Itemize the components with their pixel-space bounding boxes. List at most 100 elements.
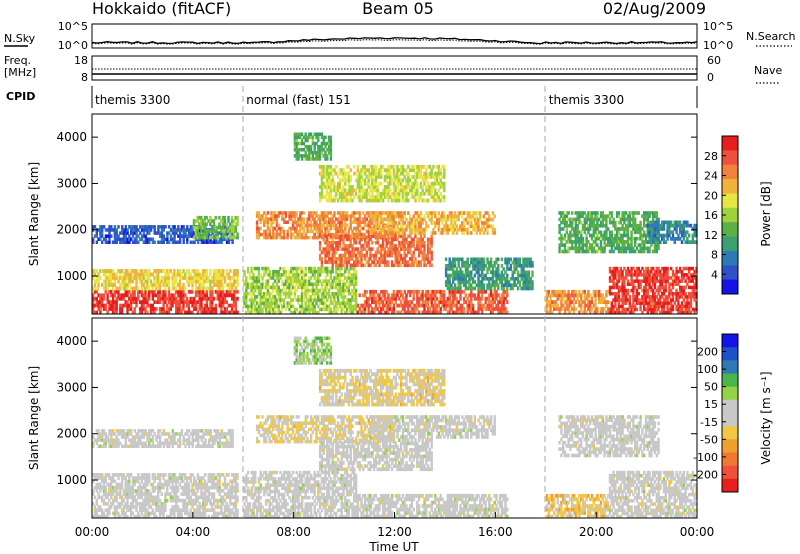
heatmap-cell <box>234 215 237 220</box>
heatmap-cell <box>273 235 277 240</box>
heatmap-cell <box>470 300 473 304</box>
heatmap-cell <box>252 298 255 302</box>
heatmap-cell <box>466 214 469 219</box>
heatmap-cell <box>439 181 442 186</box>
heatmap-cell <box>376 175 379 179</box>
heatmap-cell <box>614 236 617 241</box>
heatmap-cell <box>345 257 349 261</box>
heatmap-cell <box>389 231 392 235</box>
heatmap-cell <box>408 221 412 225</box>
heatmap-cell <box>589 217 592 222</box>
heatmap-cell <box>475 214 478 219</box>
heatmap-cell <box>220 286 223 291</box>
heatmap-cell <box>608 233 612 238</box>
heatmap-cell <box>462 260 466 265</box>
heatmap-cell <box>569 310 572 315</box>
heatmap-cell <box>594 243 597 247</box>
heatmap-cell <box>189 276 192 280</box>
heatmap-cell <box>144 293 147 298</box>
heatmap-cell <box>390 164 394 169</box>
heatmap-cell <box>477 286 480 291</box>
heatmap-cell <box>322 266 325 271</box>
heatmap-cell <box>104 272 107 277</box>
heatmap-cell <box>297 141 300 146</box>
heatmap-cell <box>157 300 160 304</box>
heatmap-cell <box>268 292 271 296</box>
heatmap-cell <box>617 249 621 254</box>
heatmap-cell <box>385 188 388 193</box>
heatmap-cell <box>342 282 345 286</box>
heatmap-cell <box>211 225 214 230</box>
heatmap-cell <box>223 296 227 301</box>
heatmap-cell <box>342 234 345 238</box>
heatmap-cell <box>486 296 489 301</box>
heatmap-cell <box>428 263 432 268</box>
heatmap-cell <box>381 247 385 251</box>
heatmap-cell <box>594 211 597 215</box>
heatmap-cell <box>284 307 288 312</box>
heatmap-cell <box>126 228 129 232</box>
heatmap-cell <box>446 277 450 281</box>
heatmap-cell <box>347 298 351 302</box>
heatmap-cell <box>106 240 109 244</box>
heatmap-cell <box>342 191 345 196</box>
heatmap-cell <box>306 229 309 234</box>
heatmap-cell <box>320 148 324 152</box>
heatmap-cell <box>399 303 403 308</box>
heatmap-cell <box>193 303 196 308</box>
heatmap-cell <box>587 300 590 304</box>
heatmap-cell <box>525 283 529 287</box>
heatmap-cell <box>223 232 227 237</box>
heatmap-cell <box>227 293 230 298</box>
heatmap-cell <box>583 227 586 231</box>
heatmap-cell <box>443 168 446 173</box>
heatmap-cell <box>178 279 181 284</box>
heatmap-cell <box>581 240 585 244</box>
heatmap-cell <box>439 300 442 304</box>
heatmap-cell <box>452 296 455 301</box>
heatmap-cell <box>194 303 198 308</box>
heatmap-cell <box>425 224 428 229</box>
heatmap-cell <box>416 303 419 308</box>
heatmap-cell <box>491 303 495 308</box>
heatmap-cell <box>464 260 468 265</box>
heatmap-cell <box>218 225 221 230</box>
heatmap-cell <box>423 303 426 308</box>
heatmap-cell <box>268 229 271 234</box>
heatmap-cell <box>416 168 419 173</box>
heatmap-cell <box>329 198 333 203</box>
heatmap-cell <box>128 283 131 287</box>
heatmap-cell <box>353 214 356 218</box>
heatmap-cell <box>211 289 214 294</box>
heatmap-cell <box>304 144 307 149</box>
heatmap-cell <box>157 289 160 294</box>
heatmap-cell <box>392 247 396 251</box>
heatmap-cell <box>318 298 322 302</box>
heatmap-cell <box>425 296 428 301</box>
heatmap-cell <box>148 237 151 241</box>
heatmap-cell <box>212 276 216 280</box>
heatmap-cell <box>209 215 212 220</box>
heatmap-cell <box>363 214 367 218</box>
heatmap-cell <box>558 217 561 222</box>
heatmap-cell <box>300 266 304 271</box>
heatmap-cell <box>313 304 316 309</box>
heatmap-cell <box>498 296 502 301</box>
heatmap-cell <box>426 185 430 189</box>
heatmap-cell <box>443 188 446 193</box>
heatmap-cell <box>574 307 577 311</box>
heatmap-cell <box>378 226 381 231</box>
heatmap-cell <box>259 307 262 312</box>
heatmap-cell <box>477 267 480 271</box>
heatmap-cell <box>596 224 599 228</box>
heatmap-cell <box>408 217 412 222</box>
heatmap-cell <box>304 301 307 305</box>
heatmap-cell <box>396 293 399 298</box>
heatmap-cell <box>306 220 309 224</box>
heatmap-cell <box>378 191 381 196</box>
heatmap-cell <box>417 300 421 304</box>
heatmap-cell <box>380 257 383 261</box>
heatmap-cell <box>171 276 174 280</box>
heatmap-cell <box>443 224 446 229</box>
heatmap-cell <box>353 240 356 245</box>
